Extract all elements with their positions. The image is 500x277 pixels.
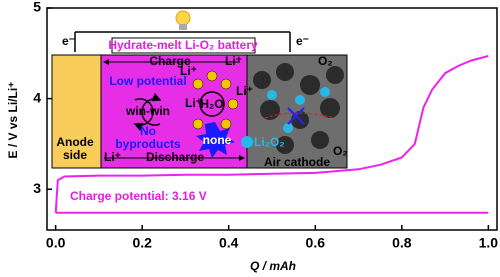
- label: Low potential: [109, 74, 186, 88]
- series-line: [54, 55, 489, 213]
- x-tick-label: 1.0: [479, 235, 499, 251]
- label: win-win: [125, 104, 170, 118]
- label: Charge: [149, 54, 191, 68]
- label: Li⁺: [225, 54, 242, 68]
- label: O₂: [318, 54, 333, 68]
- label: Li⁺: [236, 84, 253, 98]
- annotation: Charge potential: 3.16 V: [70, 189, 207, 203]
- electron: e⁻: [296, 34, 309, 48]
- inset-title-box: [111, 37, 256, 54]
- electron: e⁻: [62, 34, 75, 48]
- label: Li⁺: [104, 150, 121, 164]
- label: No: [140, 124, 156, 138]
- x-tick-label: 0.8: [392, 235, 412, 251]
- label: Li⁺: [185, 96, 202, 110]
- x-tick-label: 0.2: [132, 235, 152, 251]
- y-axis-title: E / V vs Li/Li⁺: [6, 81, 20, 158]
- inset-diagram: Hydrate-melt Li-O₂ battery e⁻ e⁻ Charge …: [51, 10, 348, 169]
- label: Air cathode: [264, 155, 330, 169]
- y-tick-label: 5: [33, 0, 41, 15]
- x-axis-title: Q / mAh: [250, 259, 296, 273]
- label: byproducts: [115, 137, 181, 151]
- label: Li₂O₂: [254, 135, 285, 149]
- x-tick-label: 0.4: [219, 235, 239, 251]
- inset-title: Hydrate-melt Li-O₂ battery: [108, 38, 258, 52]
- label: side: [63, 148, 87, 162]
- label: O₂: [333, 144, 348, 158]
- label: H₂O: [200, 97, 223, 111]
- plot-frame: [46, 7, 498, 231]
- label: Discharge: [146, 150, 204, 164]
- label: none: [203, 133, 232, 147]
- y-tick-label: 4: [33, 89, 41, 105]
- x-tick-label: 0.6: [306, 235, 326, 251]
- y-tick-label: 3: [33, 180, 41, 196]
- label: Li⁺: [180, 64, 197, 78]
- x-tick-label: 0.0: [46, 235, 66, 251]
- label: Anode: [56, 135, 94, 149]
